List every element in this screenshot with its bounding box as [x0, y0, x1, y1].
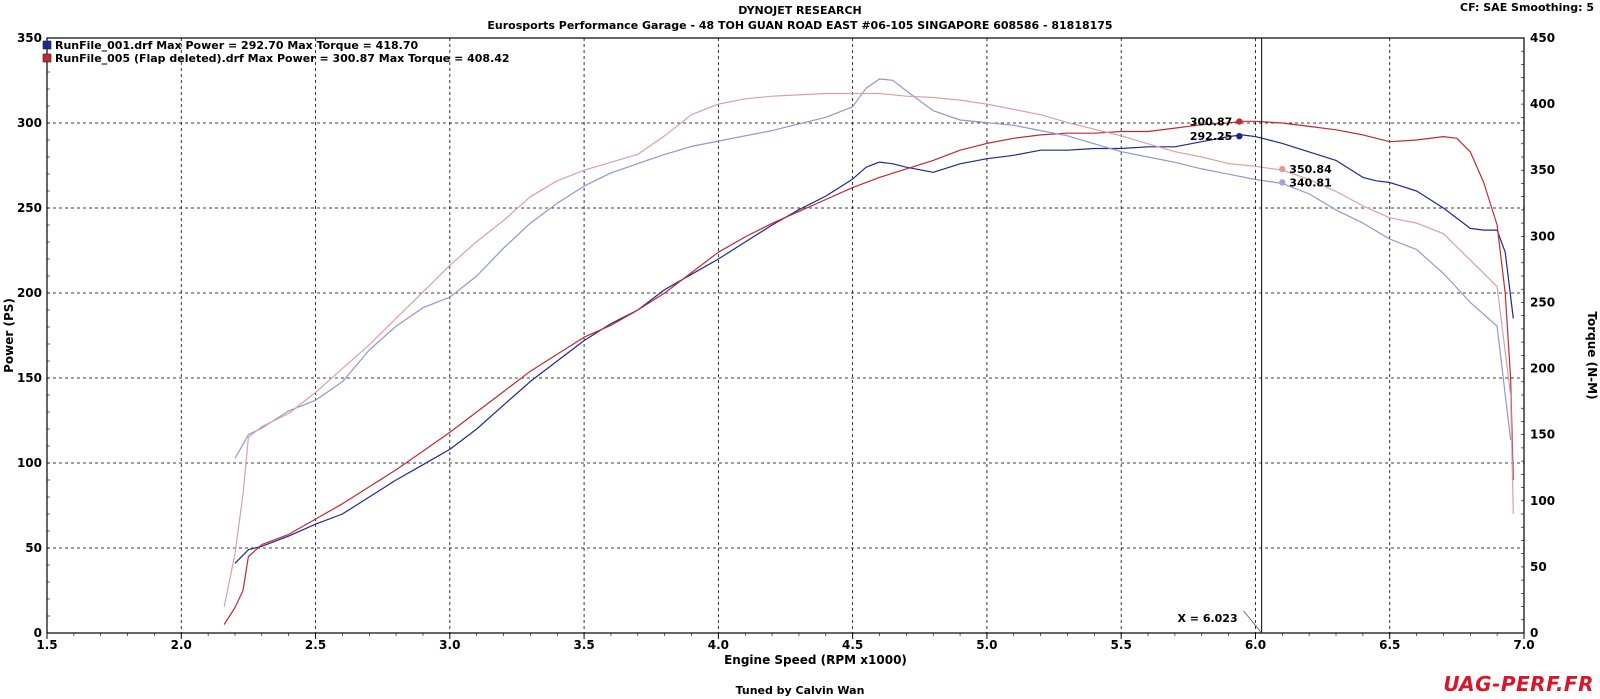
y-tick-label: 200 — [17, 286, 42, 300]
x-tick-label: 5.0 — [976, 638, 997, 652]
data-marker-label: 292.25 — [1190, 130, 1232, 143]
series-line-power-run005 — [223, 120, 1514, 625]
y2-tick-label: 200 — [1530, 362, 1555, 376]
y-tick-label: 250 — [17, 201, 42, 215]
data-marker — [1236, 118, 1243, 125]
chart-title: DYNOJET RESEARCH — [738, 4, 862, 17]
series-line-torque-run005 — [223, 92, 1514, 607]
y-tick-label: 150 — [17, 371, 42, 385]
y-tick-label: 100 — [17, 456, 42, 470]
x-tick-label: 4.5 — [842, 638, 863, 652]
x-tick-label: 4.0 — [708, 638, 729, 652]
y2-tick-label: 150 — [1530, 428, 1555, 442]
y2-tick-label: 300 — [1530, 229, 1555, 243]
y2-tick-label: 100 — [1530, 494, 1555, 508]
series-line-power-run001 — [234, 134, 1514, 564]
legend-swatch — [42, 53, 52, 63]
data-marker-label: 300.87 — [1190, 116, 1232, 129]
x-tick-label: 1.5 — [36, 638, 57, 652]
cursor-pointer — [1243, 610, 1262, 634]
y2-tick-label: 400 — [1530, 97, 1555, 111]
y2-tick-label: 0 — [1530, 626, 1538, 640]
y-axis-label: Power (PS) — [2, 298, 16, 373]
data-marker-label: 350.84 — [1289, 163, 1332, 176]
legend-entry: RunFile_005 (Flap deleted).drf Max Power… — [55, 52, 510, 65]
x-tick-label: 6.5 — [1379, 638, 1400, 652]
x-tick-label: 2.0 — [171, 638, 192, 652]
series-line-torque-run001 — [234, 78, 1512, 459]
watermark-logo: UAG-PERF.FR — [1443, 672, 1594, 696]
correction-info: CF: SAE Smoothing: 5 — [1460, 1, 1594, 14]
legend-entry: RunFile_001.drf Max Power = 292.70 Max T… — [55, 39, 418, 52]
chart-footer: Tuned by Calvin Wan — [735, 684, 865, 697]
x-tick-label: 6.0 — [1245, 638, 1266, 652]
y-tick-label: 300 — [17, 116, 42, 130]
data-marker — [1236, 132, 1243, 140]
y2-tick-label: 50 — [1530, 560, 1547, 574]
y-tick-label: 50 — [25, 541, 42, 555]
y-tick-label: 350 — [17, 31, 42, 45]
x-axis-label: Engine Speed (RPM x1000) — [724, 653, 907, 667]
x-tick-label: 5.5 — [1111, 638, 1132, 652]
y2-tick-label: 350 — [1530, 163, 1555, 177]
y-tick-label: 0 — [34, 626, 42, 640]
chart-subtitle: Eurosports Performance Garage - 48 TOH G… — [487, 19, 1113, 32]
legend-swatch — [42, 40, 52, 50]
data-marker-label: 340.81 — [1289, 176, 1331, 189]
x-tick-label: 2.5 — [305, 638, 326, 652]
y2-tick-label: 250 — [1530, 295, 1555, 309]
cursor-label: X = 6.023 — [1177, 612, 1237, 625]
y2-axis-label: Torque (N-M) — [1585, 311, 1599, 399]
data-marker — [1279, 179, 1286, 186]
x-tick-label: 3.5 — [573, 638, 594, 652]
data-marker — [1279, 165, 1286, 173]
y2-tick-label: 450 — [1530, 31, 1555, 45]
x-tick-label: 7.0 — [1513, 638, 1534, 652]
x-tick-label: 3.0 — [439, 638, 460, 652]
